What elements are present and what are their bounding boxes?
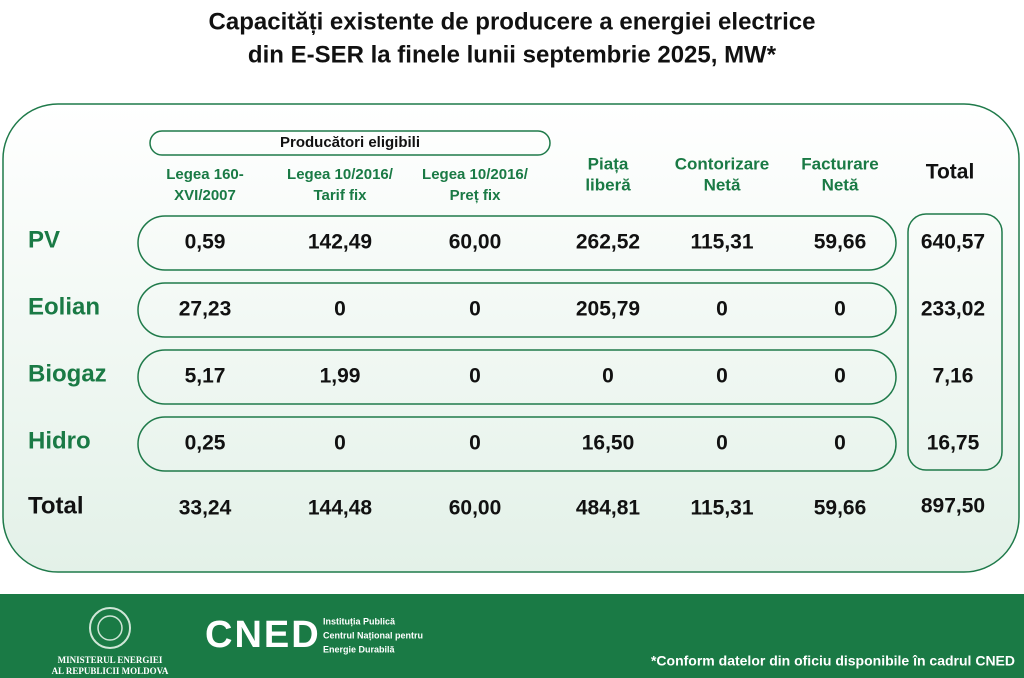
row-pill xyxy=(137,215,897,271)
row-label: Hidro xyxy=(28,427,91,454)
cell: 0 xyxy=(716,432,728,455)
column-header: Tarif fix xyxy=(313,187,367,204)
totals-cell: 60,00 xyxy=(449,497,502,520)
group-header: Producători eligibili xyxy=(280,134,420,151)
row-label: Biogaz xyxy=(28,360,107,387)
group-pill xyxy=(149,130,551,156)
cell: 0 xyxy=(469,432,481,455)
column-header: Piața xyxy=(588,154,629,173)
cell: 0 xyxy=(834,298,846,321)
column-header: Preț fix xyxy=(450,187,502,204)
column-header: XVI/2007 xyxy=(174,187,236,204)
totals-total: 897,50 xyxy=(921,495,985,518)
cell: 60,00 xyxy=(449,231,502,254)
column-header: Contorizare xyxy=(675,154,769,173)
cell: 0,59 xyxy=(185,231,226,254)
cell: 0 xyxy=(602,365,614,388)
totals-cell: 33,24 xyxy=(179,497,232,520)
cell: 27,23 xyxy=(179,298,232,321)
row-total: 7,16 xyxy=(933,365,974,388)
cell: 262,52 xyxy=(576,231,640,254)
cell: 16,50 xyxy=(582,432,635,455)
total-column-box xyxy=(907,213,1003,471)
cell: 0 xyxy=(716,365,728,388)
cell: 0 xyxy=(334,298,346,321)
row-pill xyxy=(137,349,897,405)
column-header: liberă xyxy=(585,175,631,194)
cell: 0 xyxy=(334,432,346,455)
column-header: Legea 160- xyxy=(166,166,244,183)
totals-cell: 115,31 xyxy=(690,497,753,520)
column-header: Legea 10/2016/ xyxy=(287,166,394,183)
row-pill xyxy=(137,282,897,338)
ministry-line: MINISTERUL ENERGIEI xyxy=(58,655,163,665)
institution-line: Instituția Publică xyxy=(323,616,396,626)
total-header: Total xyxy=(926,161,975,184)
totals-cell: 144,48 xyxy=(308,497,373,520)
row-total: 640,57 xyxy=(921,231,985,254)
cell: 1,99 xyxy=(320,365,361,388)
cell: 59,66 xyxy=(814,231,867,254)
column-header: Facturare xyxy=(801,154,878,173)
cell: 0,25 xyxy=(185,432,226,455)
cell: 0 xyxy=(469,365,481,388)
emblem-inner xyxy=(97,615,123,641)
column-header: Netă xyxy=(704,175,741,194)
cell: 205,79 xyxy=(576,298,640,321)
column-header: Netă xyxy=(822,175,859,194)
cell: 5,17 xyxy=(185,365,226,388)
footer-band xyxy=(0,594,1024,678)
row-pill xyxy=(137,416,897,472)
institution-line: Energie Durabilă xyxy=(323,644,396,654)
logo: CNED xyxy=(205,614,321,656)
cell: 0 xyxy=(834,365,846,388)
row-total: 16,75 xyxy=(927,432,980,455)
row-label: Eolian xyxy=(28,293,100,320)
cell: 115,31 xyxy=(690,231,753,254)
row-label: PV xyxy=(28,226,60,253)
row-total: 233,02 xyxy=(921,298,985,321)
totals-cell: 484,81 xyxy=(576,497,641,520)
emblem xyxy=(89,607,131,649)
footnote: *Conform datelor din oficiu disponibile … xyxy=(651,653,1015,669)
institution-line: Centrul Național pentru xyxy=(323,630,423,640)
title-line: Capacități existente de producere a ener… xyxy=(209,8,816,35)
column-header: Legea 10/2016/ xyxy=(422,166,529,183)
totals-cell: 59,66 xyxy=(814,497,867,520)
cell: 0 xyxy=(469,298,481,321)
totals-label: Total xyxy=(28,492,84,519)
cell: 0 xyxy=(834,432,846,455)
title-line: din E-SER la finele lunii septembrie 202… xyxy=(248,41,777,68)
ministry-line: AL REPUBLICII MOLDOVA xyxy=(52,666,169,676)
cell: 142,49 xyxy=(308,231,372,254)
table-panel xyxy=(2,103,1020,573)
cell: 0 xyxy=(716,298,728,321)
